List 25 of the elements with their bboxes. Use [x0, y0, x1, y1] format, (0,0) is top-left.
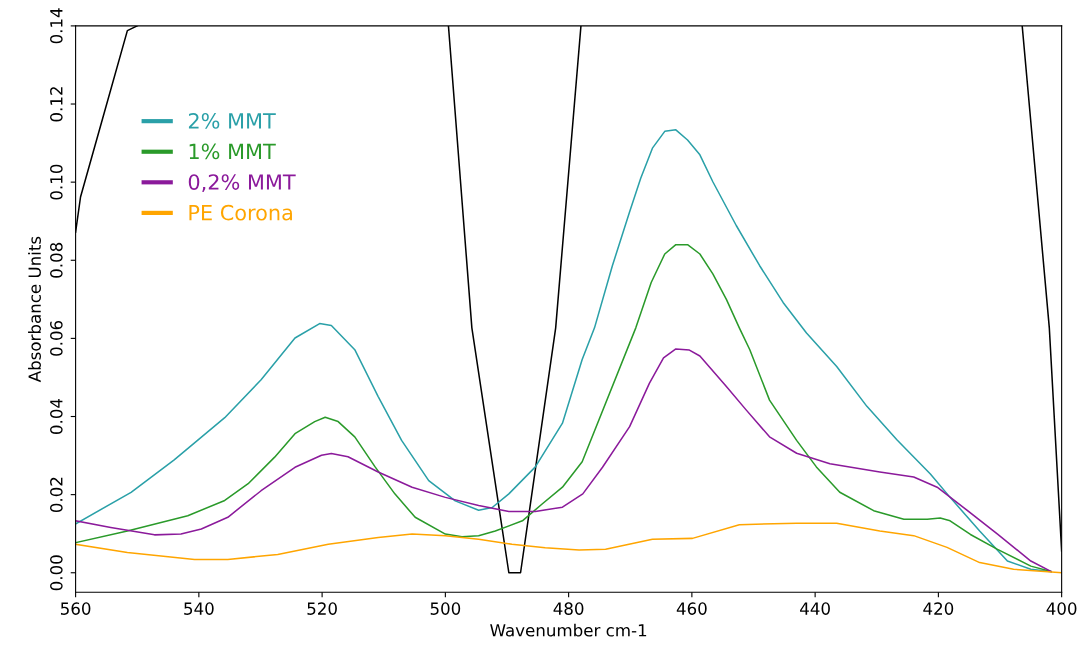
x-axis-title: Wavenumber cm-1 [490, 623, 647, 637]
line-series [75, 348, 1052, 573]
y-tick-label: 0.04 [50, 398, 63, 434]
y-tick-label: 0.10 [50, 164, 63, 200]
y-axis-title: Absorbance Units [28, 236, 41, 383]
x-tick-label: 520 [307, 602, 337, 615]
y-tick-label: 0.02 [50, 477, 63, 513]
y-tick-label: 0.06 [50, 320, 63, 356]
y-tick-label: 0.14 [50, 8, 63, 44]
x-tick-label: 440 [800, 602, 830, 615]
x-tick-label: 420 [923, 602, 954, 615]
y-tick-label: 0.00 [50, 555, 63, 591]
legend-label: PE Corona [189, 204, 292, 221]
legend-label: 0,2% MMT [188, 174, 296, 193]
x-tick-label: 480 [553, 602, 584, 615]
legend-label: 1% MMT [189, 143, 276, 160]
legend-label: 2% MMT [188, 112, 276, 129]
y-tick-label: 0.08 [50, 242, 63, 278]
y-tick-label: 0.12 [50, 87, 63, 122]
x-tick-label: 560 [60, 602, 91, 615]
x-tick-label: 460 [676, 602, 707, 615]
x-tick-label: 400 [1046, 602, 1077, 615]
line-series [75, 522, 1062, 574]
x-tick-label: 500 [430, 602, 461, 615]
x-tick-label: 540 [184, 602, 214, 615]
